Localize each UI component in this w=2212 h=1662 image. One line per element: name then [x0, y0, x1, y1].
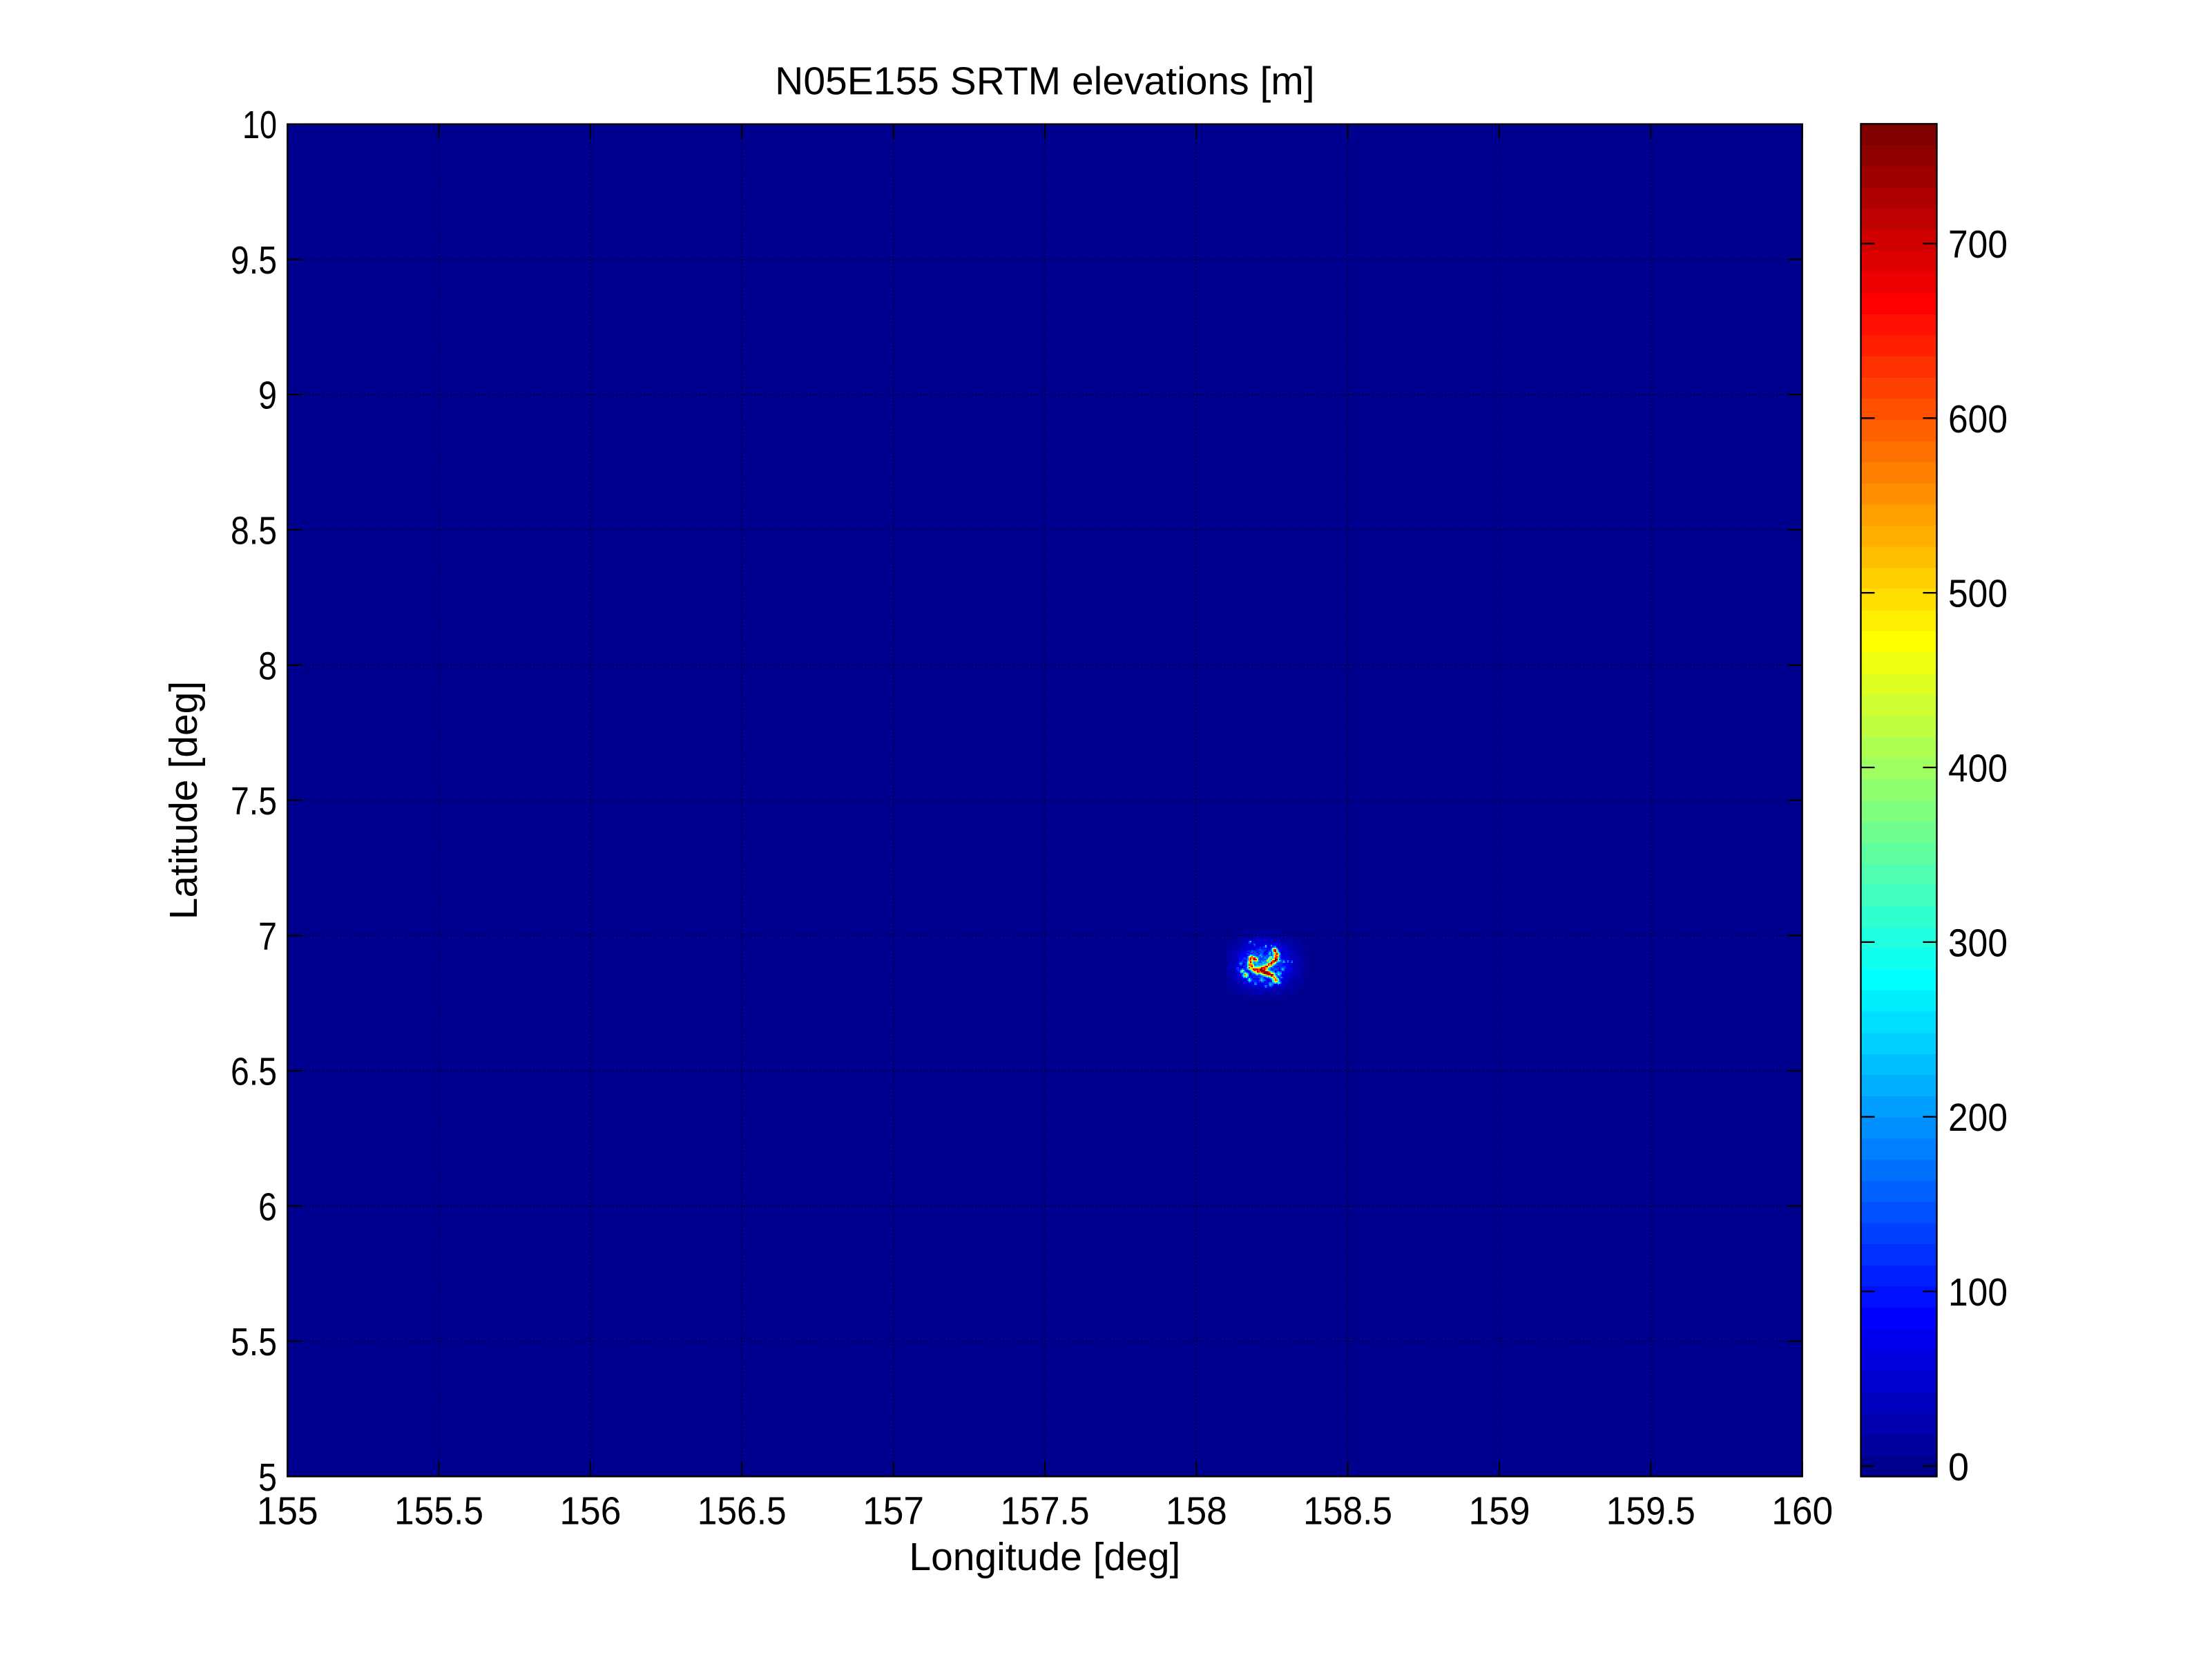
svg-text:157.5: 157.5 — [1001, 1489, 1090, 1534]
svg-text:157: 157 — [863, 1489, 924, 1534]
svg-text:500: 500 — [1948, 572, 2008, 616]
svg-text:158.5: 158.5 — [1303, 1489, 1392, 1534]
svg-text:9.5: 9.5 — [231, 238, 277, 283]
svg-text:158: 158 — [1166, 1489, 1227, 1534]
svg-text:155.5: 155.5 — [394, 1489, 483, 1534]
svg-text:159: 159 — [1469, 1489, 1530, 1534]
svg-text:155: 155 — [257, 1489, 318, 1534]
svg-text:300: 300 — [1948, 921, 2008, 965]
svg-text:8: 8 — [258, 644, 277, 688]
svg-text:159.5: 159.5 — [1606, 1489, 1695, 1534]
svg-text:6: 6 — [258, 1185, 277, 1229]
svg-text:N05E155 SRTM elevations [m]: N05E155 SRTM elevations [m] — [775, 59, 1314, 104]
svg-text:10: 10 — [242, 103, 277, 147]
svg-text:700: 700 — [1948, 222, 2008, 267]
svg-text:5.5: 5.5 — [231, 1320, 277, 1364]
svg-text:Latitude [deg]: Latitude [deg] — [162, 681, 206, 919]
svg-text:400: 400 — [1948, 747, 2008, 791]
svg-text:200: 200 — [1948, 1096, 2008, 1140]
svg-text:100: 100 — [1948, 1270, 2008, 1315]
svg-text:8.5: 8.5 — [231, 509, 277, 553]
svg-text:5: 5 — [258, 1455, 277, 1500]
svg-text:600: 600 — [1948, 397, 2008, 441]
svg-text:156: 156 — [559, 1489, 621, 1534]
svg-text:9: 9 — [258, 374, 277, 418]
svg-text:6.5: 6.5 — [231, 1050, 277, 1094]
svg-text:156.5: 156.5 — [698, 1489, 787, 1534]
svg-text:7: 7 — [258, 915, 277, 959]
svg-text:0: 0 — [1948, 1445, 1969, 1489]
svg-text:7.5: 7.5 — [231, 779, 277, 823]
svg-text:160: 160 — [1771, 1489, 1833, 1534]
svg-text:Longitude [deg]: Longitude [deg] — [909, 1535, 1180, 1579]
